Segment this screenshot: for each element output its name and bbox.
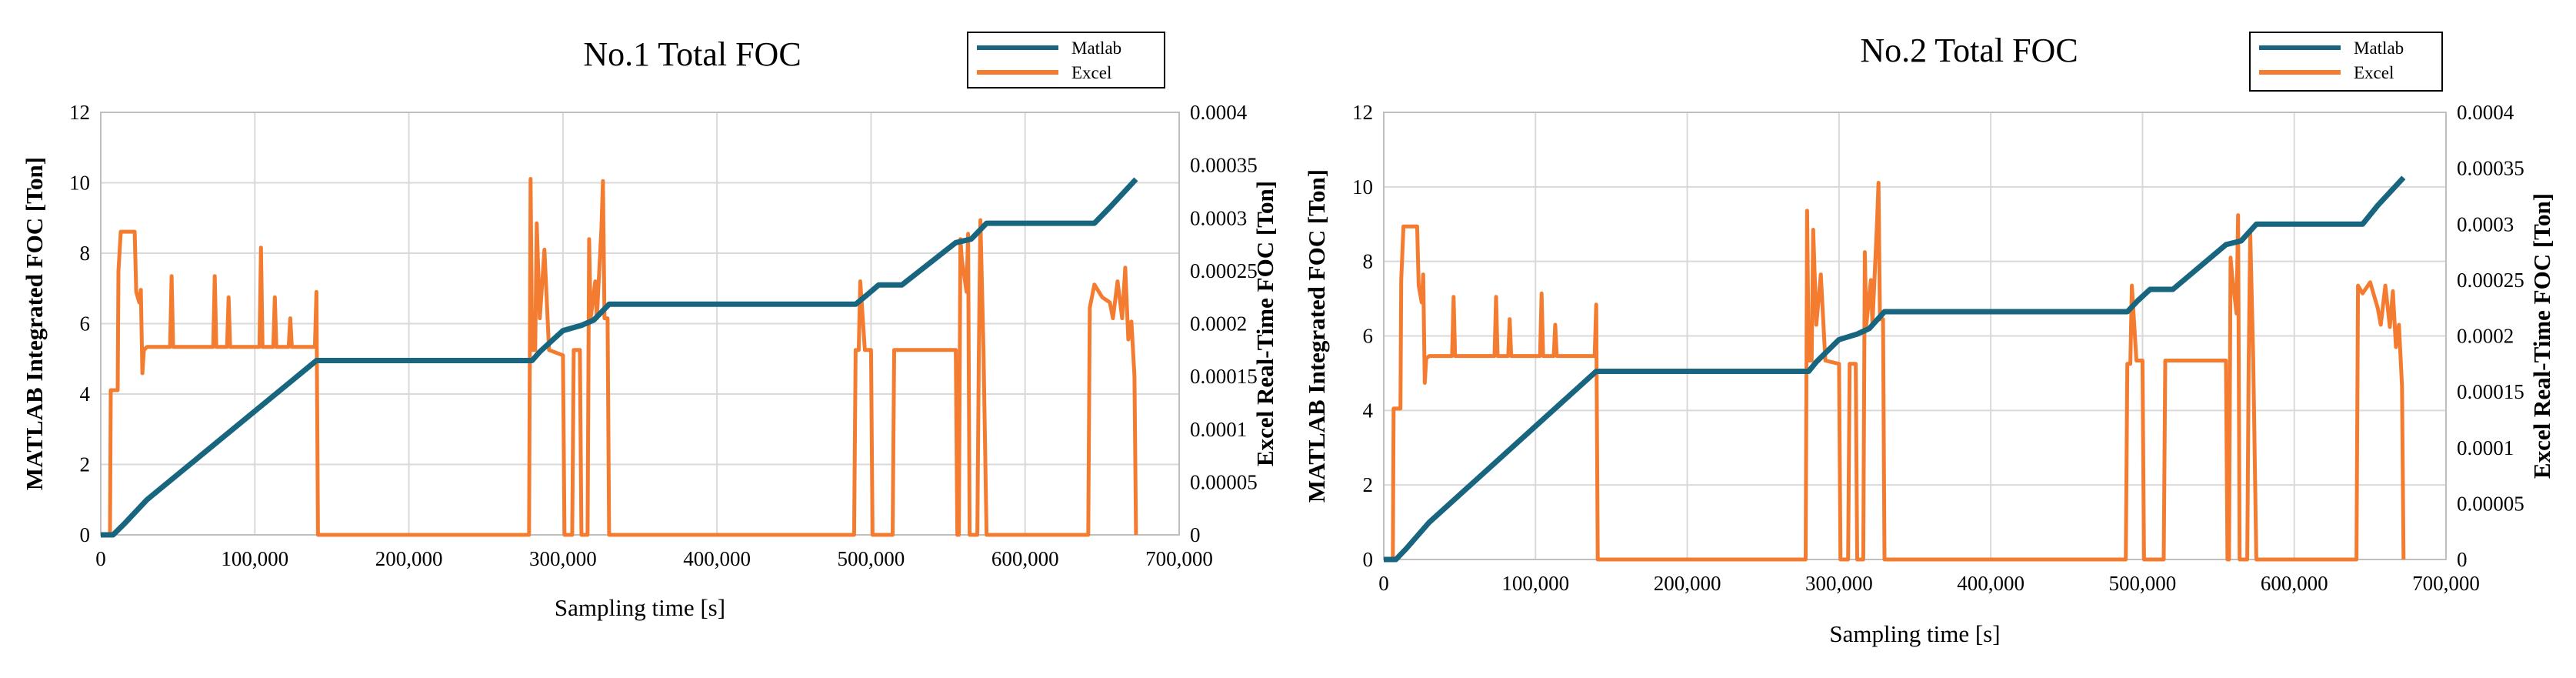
y2-tick-label: 0.0001	[2457, 436, 2514, 459]
chart-2: No.2 Total FOC 0 2 4 6 8 10 12 0 0.00005 0.0001 0.0…	[1303, 32, 2555, 647]
y2-tick-label: 0.00025	[1190, 259, 1258, 282]
y-axis-title: MATLAB Integrated FOC [Ton]	[21, 157, 48, 490]
x-tick-label: 500,000	[2109, 572, 2177, 595]
x-tick-label: 700,000	[2412, 572, 2480, 595]
y-tick-label: 12	[1352, 101, 1373, 124]
legend-label: Excel	[1071, 63, 1111, 82]
y-tick-label: 0	[1363, 548, 1374, 571]
y2-tick-label: 0.00015	[1190, 365, 1258, 388]
series-line-excel	[101, 177, 1138, 537]
legend-label: Matlab	[1071, 38, 1121, 58]
y-axis-title: MATLAB Integrated FOC [Ton]	[1303, 169, 1330, 503]
x-tick-label: 200,000	[1654, 572, 1721, 595]
y-tick-label: 8	[80, 242, 91, 265]
y2-tick-label: 0.0003	[1190, 206, 1247, 229]
x-axis-title: Sampling time [s]	[1829, 620, 2000, 647]
x-tick-label: 100,000	[1501, 572, 1569, 595]
y2-axis-title: Excel Real-Time FOC [Ton]	[1251, 181, 1278, 466]
y2-tick-label: 0.00035	[1190, 154, 1258, 177]
series-line-excel	[1384, 181, 2406, 562]
y2-tick-label: 0.00015	[2457, 380, 2524, 403]
x-tick-label: 700,000	[1145, 547, 1213, 570]
x-tick-label: 300,000	[1805, 572, 1873, 595]
y-tick-label: 0	[80, 523, 91, 546]
y2-tick-label: 0.0002	[2457, 325, 2514, 348]
y-tick-label: 10	[1352, 175, 1373, 199]
y2-tick-label: 0.00035	[2457, 157, 2524, 180]
legend: Matlab Excel	[2249, 32, 2443, 92]
y2-tick-label: 0.0004	[1190, 101, 1248, 124]
y-tick-label: 10	[69, 172, 90, 195]
x-tick-label: 600,000	[991, 547, 1059, 570]
legend-label: Excel	[2354, 63, 2394, 82]
x-tick-label: 0	[1378, 572, 1389, 595]
x-tick-label: 400,000	[1957, 572, 2024, 595]
y2-tick-label: 0.00025	[2457, 269, 2524, 292]
series-line-matlab	[101, 177, 1138, 538]
chart-title: No.2 Total FOC	[1860, 32, 2078, 69]
x-tick-label: 600,000	[2261, 572, 2328, 595]
y2-tick-label: 0.0003	[2457, 212, 2514, 235]
chart-title: No.1 Total FOC	[583, 35, 801, 73]
series-line-matlab	[1384, 175, 2406, 563]
y2-tick-label: 0	[1190, 523, 1201, 546]
x-axis-title: Sampling time [s]	[555, 594, 725, 621]
y-tick-label: 6	[1363, 325, 1374, 348]
x-tick-label: 500,000	[838, 547, 905, 570]
y2-tick-label: 0.0001	[1190, 418, 1247, 441]
y2-tick-label: 0.00005	[2457, 492, 2524, 515]
x-tick-label: 200,000	[375, 547, 443, 570]
y2-tick-label: 0	[2457, 548, 2468, 571]
y-tick-label: 6	[80, 312, 91, 336]
y2-tick-label: 0.00005	[1190, 470, 1258, 493]
x-tick-label: 400,000	[683, 547, 751, 570]
legend-box	[2249, 32, 2443, 92]
y2-axis-title: Excel Real-Time FOC [Ton]	[2528, 193, 2555, 479]
y-tick-label: 2	[80, 453, 91, 476]
y-tick-label: 8	[1363, 250, 1374, 273]
chart-1: No.1 Total FOC 0 2 4 6 8 10 12 0 0.00005 0.0001 0.0…	[21, 32, 1278, 621]
legend-label: Matlab	[2354, 38, 2404, 58]
y-tick-label: 4	[1363, 399, 1374, 422]
x-tick-label: 0	[95, 547, 106, 570]
legend-box	[967, 32, 1165, 89]
y2-tick-label: 0.0004	[2457, 101, 2514, 124]
y2-tick-label: 0.0002	[1190, 312, 1247, 336]
y-tick-label: 12	[69, 101, 90, 124]
y-tick-label: 2	[1363, 473, 1374, 496]
y-tick-label: 4	[80, 382, 91, 406]
x-tick-label: 300,000	[529, 547, 597, 570]
legend: Matlab Excel	[967, 32, 1165, 89]
x-tick-label: 100,000	[221, 547, 288, 570]
